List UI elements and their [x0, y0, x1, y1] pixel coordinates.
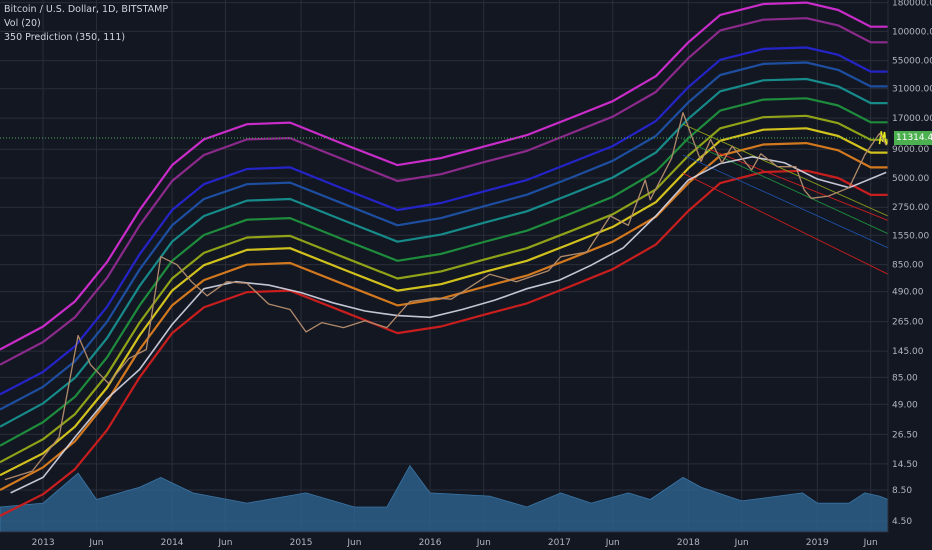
- y-tick-label: 49.00: [892, 400, 918, 410]
- regression-line-1: [682, 172, 889, 275]
- moving-average-line: [10, 155, 887, 494]
- y-tick-label: 5000.00: [892, 174, 929, 184]
- chart-legend: Bitcoin / U.S. Dollar, 1D, BITSTAMP Vol …: [4, 3, 168, 45]
- x-tick-label: 2015: [290, 538, 313, 548]
- prediction-band-10: [0, 169, 888, 517]
- volume-area: [0, 464, 889, 533]
- y-tick-label: 9000.00: [892, 145, 929, 155]
- y-tick-label: 55000.00: [892, 57, 932, 67]
- x-tick-label: Jun: [605, 538, 620, 548]
- x-tick-label: 2014: [161, 538, 184, 548]
- y-tick-label: 85.00: [892, 373, 918, 383]
- x-tick-label: Jun: [734, 538, 749, 548]
- y-tick-label: 31000.00: [892, 85, 932, 95]
- price-series: [4, 112, 887, 494]
- prediction-band-3: [0, 46, 888, 396]
- grid-lines: [0, 0, 888, 532]
- x-tick-label: Jun: [476, 538, 491, 548]
- x-tick-label: Jun: [88, 538, 103, 548]
- y-tick-label: 850.00: [892, 261, 924, 271]
- y-tick-label: 100000.00: [892, 27, 932, 37]
- prediction-bands: [0, 1, 888, 517]
- symbol-title[interactable]: Bitcoin / U.S. Dollar, 1D, BITSTAMP: [4, 4, 169, 15]
- y-tick-label: 2750.00: [892, 203, 929, 213]
- y-tick-label: 1550.00: [892, 231, 929, 241]
- regression-line-4: [682, 123, 889, 217]
- x-tick-label: Jun: [217, 538, 232, 548]
- regression-line-6: [878, 131, 889, 146]
- prediction-band-6: [0, 97, 888, 447]
- last-price-tag: 11314.42: [894, 131, 932, 145]
- regression-line-5: [709, 148, 889, 221]
- x-tick-label: 2018: [677, 538, 700, 548]
- prediction-band-9: [0, 142, 888, 491]
- prediction-indicator-label[interactable]: 350 Prediction (350, 111): [4, 32, 126, 43]
- x-tick-label: Jun: [863, 538, 878, 548]
- prediction-band-5: [0, 77, 888, 428]
- volume-pane: [0, 464, 889, 533]
- x-axis[interactable]: 2013 Jun 2014 Jun 2015 Jun 2016 Jun 2017 Jun 2018 J…: [0, 531, 888, 548]
- x-tick-label: 2017: [548, 538, 571, 548]
- y-tick-label: 265.00: [892, 318, 924, 328]
- x-tick-label: 2013: [32, 538, 55, 548]
- regression-line-2: [682, 154, 889, 249]
- prediction-band-1: [0, 1, 888, 351]
- y-tick-label: 14.50: [892, 460, 918, 470]
- volume-indicator-label[interactable]: Vol (20): [4, 18, 41, 29]
- prediction-band-2: [0, 17, 888, 366]
- y-tick-label: 490.00: [892, 288, 924, 298]
- x-tick-label: Jun: [346, 538, 361, 548]
- y-axis[interactable]: 180000.00 100000.00 55000.00 31000.00 17000.…: [887, 0, 932, 532]
- y-tick-label: 4.50: [892, 517, 912, 527]
- y-tick-label: 180000.00: [892, 0, 932, 9]
- y-tick-label: 8.50: [892, 486, 912, 496]
- x-tick-label: 2019: [806, 538, 829, 548]
- prediction-band-8: [0, 127, 888, 477]
- y-tick-label: 17000.00: [892, 114, 932, 124]
- y-tick-label: 26.50: [892, 430, 918, 440]
- regression-lines: [682, 123, 889, 275]
- regression-line-3: [682, 138, 889, 235]
- x-tick-label: 2016: [419, 538, 442, 548]
- price-line: [4, 112, 887, 481]
- prediction-band-4: [0, 61, 888, 411]
- prediction-band-7: [0, 114, 888, 464]
- y-tick-label: 145.00: [892, 347, 924, 357]
